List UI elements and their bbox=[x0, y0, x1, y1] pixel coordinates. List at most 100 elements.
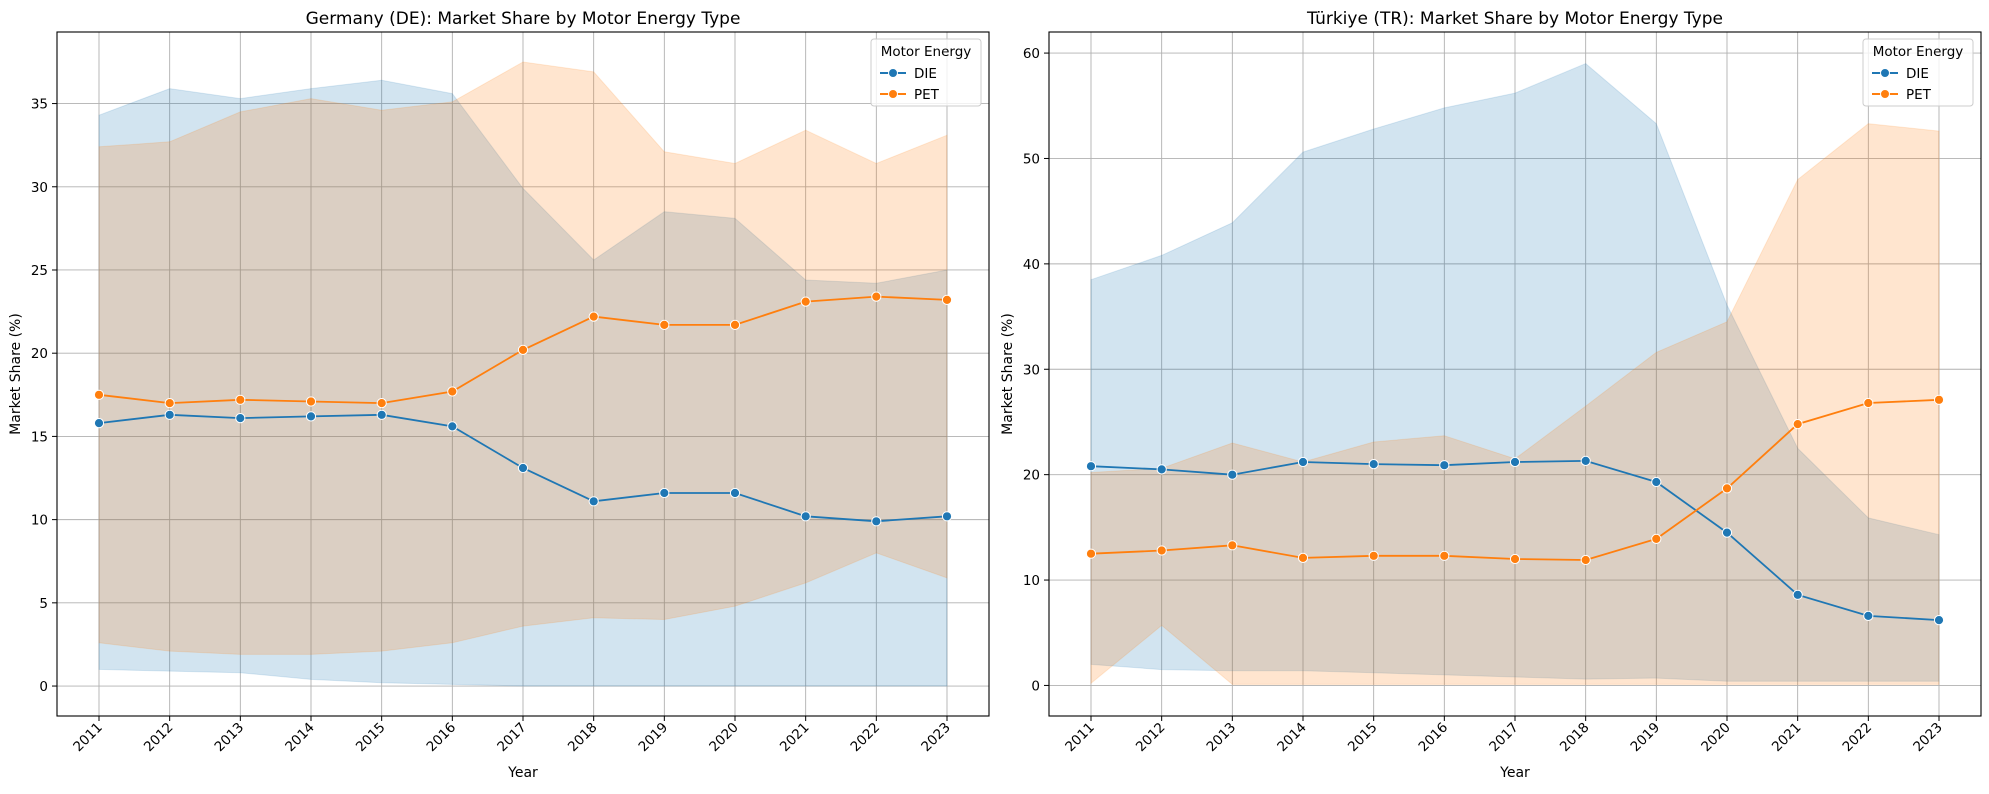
data-point-pet bbox=[1721, 483, 1733, 494]
data-point-die bbox=[659, 487, 670, 499]
data-point-pet bbox=[1509, 553, 1521, 565]
data-point-die bbox=[1297, 456, 1309, 468]
data-point-pet bbox=[447, 386, 458, 397]
confidence-band-pet bbox=[98, 61, 948, 655]
data-point-pet bbox=[93, 389, 105, 400]
data-point-die bbox=[164, 409, 175, 420]
y-tick-label: 20 bbox=[1023, 468, 1040, 484]
data-point-die bbox=[871, 516, 882, 527]
data-point-die bbox=[729, 487, 741, 499]
legend-swatch-marker bbox=[888, 89, 898, 99]
data-point-die bbox=[800, 511, 811, 522]
y-tick-label: 20 bbox=[31, 346, 48, 362]
data-point-die bbox=[1792, 589, 1803, 600]
data-point-die bbox=[1933, 615, 1945, 626]
y-tick-label: 25 bbox=[31, 263, 48, 279]
y-tick-label: 40 bbox=[1023, 257, 1040, 273]
data-point-die bbox=[1085, 461, 1097, 472]
data-point-die bbox=[93, 418, 105, 429]
data-point-pet bbox=[588, 311, 599, 322]
y-ticks: 0 5 10 15 20 25 30 35 bbox=[31, 97, 57, 695]
data-point-die bbox=[1580, 455, 1591, 466]
legend-label: PET bbox=[914, 87, 940, 103]
data-point-pet bbox=[1156, 545, 1167, 556]
data-point-pet bbox=[305, 396, 317, 407]
y-tick-label: 35 bbox=[31, 97, 48, 113]
x-axis-label: Year bbox=[507, 765, 538, 781]
data-point-pet bbox=[1863, 397, 1874, 409]
y-tick-label: 0 bbox=[39, 679, 48, 695]
gridlines bbox=[1049, 32, 1981, 716]
y-tick-label: 60 bbox=[1023, 46, 1040, 62]
data-point-die bbox=[1439, 460, 1450, 471]
data-point-pet bbox=[1297, 552, 1309, 564]
confidence-band-die bbox=[1090, 63, 1940, 682]
confidence-band-pet bbox=[1090, 123, 1940, 685]
y-axis-label: Market Share (%) bbox=[8, 313, 24, 435]
data-point-die bbox=[1368, 459, 1379, 470]
data-point-pet bbox=[941, 294, 953, 305]
y-tick-label: 50 bbox=[1023, 151, 1040, 167]
data-point-pet bbox=[1933, 394, 1945, 405]
chart-title: Türkiye (TR): Market Share by Motor Ener… bbox=[1306, 9, 1723, 29]
data-point-die bbox=[447, 421, 458, 432]
data-point-pet bbox=[1085, 548, 1097, 559]
data-point-die bbox=[517, 462, 529, 474]
y-tick-label: 30 bbox=[1023, 362, 1040, 378]
data-point-die bbox=[941, 511, 953, 522]
legend-swatch-marker bbox=[888, 68, 898, 78]
data-point-pet bbox=[871, 291, 882, 302]
data-point-pet bbox=[164, 398, 175, 409]
data-point-die bbox=[1863, 610, 1874, 622]
y-tick-label: 15 bbox=[31, 429, 48, 445]
data-point-die bbox=[1721, 527, 1733, 538]
gridlines bbox=[57, 32, 989, 716]
confidence-bands bbox=[98, 61, 948, 687]
legend-title: Motor Energy bbox=[881, 44, 972, 60]
data-point-pet bbox=[729, 319, 741, 330]
data-point-die bbox=[376, 409, 387, 420]
data-points bbox=[93, 291, 953, 527]
legend-title: Motor Energy bbox=[1873, 44, 1964, 60]
data-point-die bbox=[588, 496, 599, 507]
confidence-band-die bbox=[98, 79, 948, 687]
legend-label: DIE bbox=[914, 66, 937, 82]
y-tick-label: 10 bbox=[31, 513, 48, 529]
data-point-pet bbox=[1368, 550, 1379, 561]
legend: Motor Energy DIE PET bbox=[870, 38, 982, 107]
data-point-pet bbox=[1227, 540, 1238, 551]
confidence-bands bbox=[1090, 63, 1940, 685]
data-points bbox=[1085, 394, 1945, 626]
legend-label: DIE bbox=[1906, 66, 1929, 82]
chart-turkiye: 2011 2012 2013 2014 2015 2016 2017 2018 2019 2020… bbox=[1000, 9, 1982, 781]
legend-box bbox=[1862, 38, 1974, 107]
y-tick-label: 5 bbox=[39, 596, 48, 612]
data-point-die bbox=[235, 413, 246, 424]
data-point-pet bbox=[1580, 554, 1591, 566]
data-point-pet bbox=[235, 394, 246, 405]
data-point-die bbox=[1509, 456, 1521, 468]
chart-title: Germany (DE): Market Share by Motor Ener… bbox=[306, 9, 741, 29]
legend: Motor Energy DIE PET bbox=[1862, 38, 1974, 107]
chart-germany: 2011 2012 2013 2014 2015 2016 2017 2018 2019 2020… bbox=[8, 9, 990, 781]
data-point-pet bbox=[1651, 533, 1662, 545]
y-tick-label: 10 bbox=[1023, 573, 1040, 589]
y-ticks: 0 10 20 30 40 50 60 bbox=[1023, 46, 1049, 694]
legend-swatch-marker bbox=[1880, 89, 1890, 99]
y-axis-label: Market Share (%) bbox=[1000, 313, 1016, 435]
data-point-pet bbox=[376, 398, 387, 409]
data-point-pet bbox=[1439, 550, 1450, 561]
legend-swatch-marker bbox=[1880, 68, 1890, 78]
y-tick-label: 30 bbox=[31, 180, 48, 196]
y-tick-label: 0 bbox=[1031, 678, 1040, 694]
data-point-pet bbox=[800, 296, 811, 307]
data-point-die bbox=[1227, 469, 1238, 480]
data-point-pet bbox=[517, 344, 529, 355]
legend-label: PET bbox=[1906, 87, 1932, 103]
legend-box bbox=[870, 38, 982, 107]
data-point-die bbox=[1651, 476, 1662, 488]
x-axis-label: Year bbox=[1499, 765, 1530, 781]
data-point-pet bbox=[1792, 419, 1803, 430]
